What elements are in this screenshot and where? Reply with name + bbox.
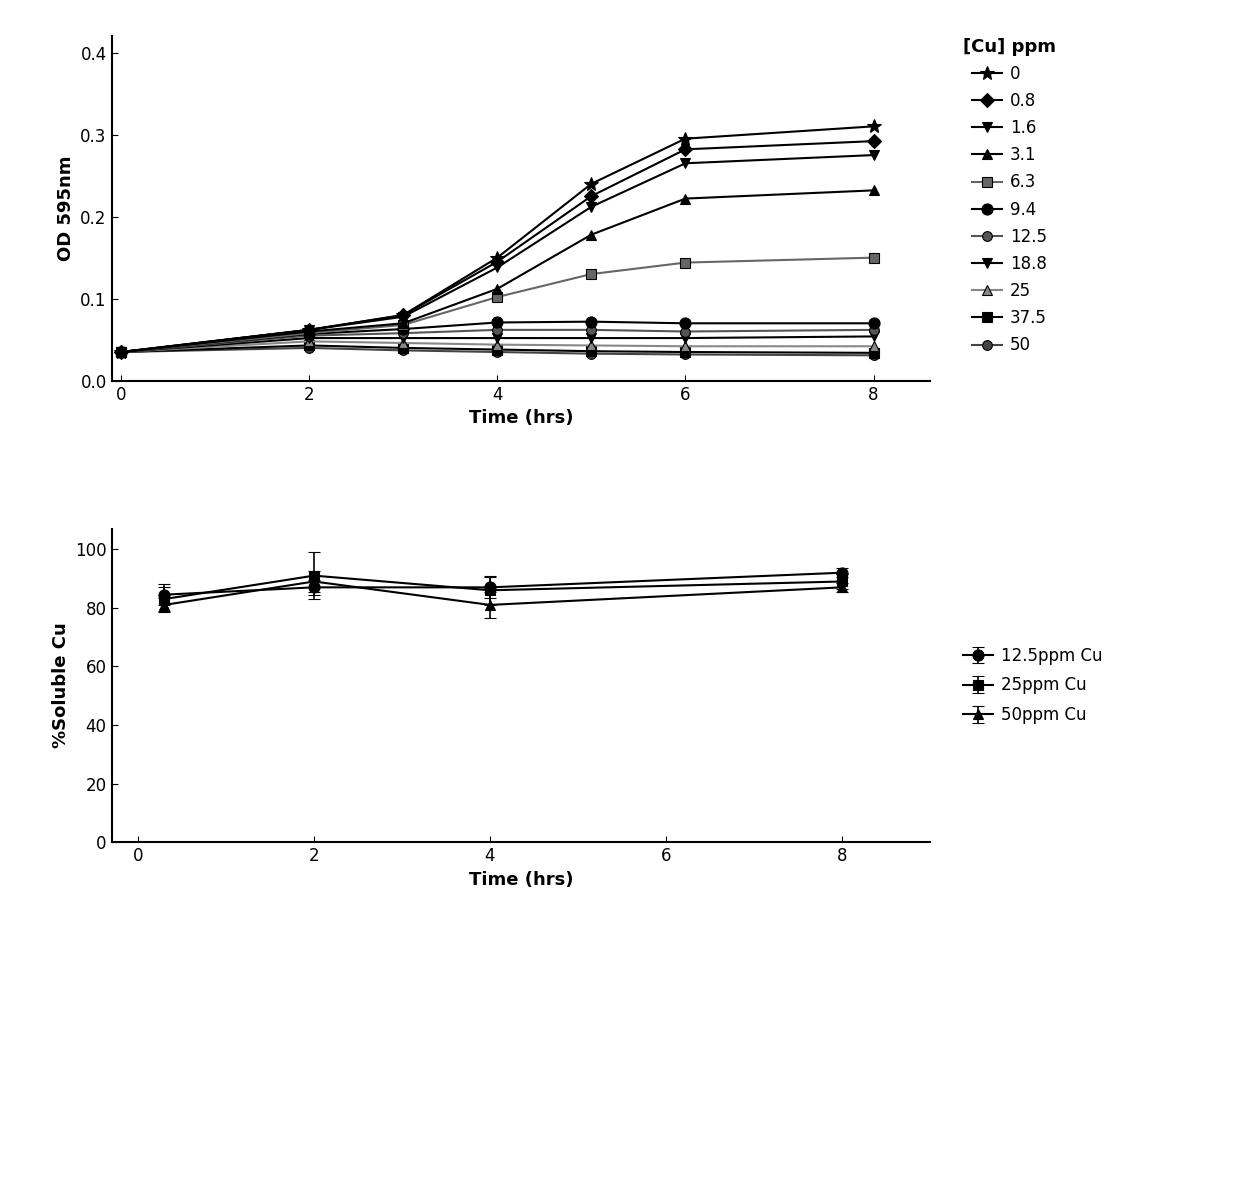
X-axis label: Time (hrs): Time (hrs) (469, 409, 573, 427)
Y-axis label: %Soluble Cu: %Soluble Cu (52, 623, 69, 748)
Legend: 0, 0.8, 1.6, 3.1, 6.3, 9.4, 12.5, 18.8, 25, 37.5, 50: 0, 0.8, 1.6, 3.1, 6.3, 9.4, 12.5, 18.8, … (963, 37, 1056, 355)
X-axis label: Time (hrs): Time (hrs) (469, 871, 573, 889)
Legend: 12.5ppm Cu, 25ppm Cu, 50ppm Cu: 12.5ppm Cu, 25ppm Cu, 50ppm Cu (963, 647, 1102, 724)
Y-axis label: OD 595nm: OD 595nm (57, 155, 74, 261)
